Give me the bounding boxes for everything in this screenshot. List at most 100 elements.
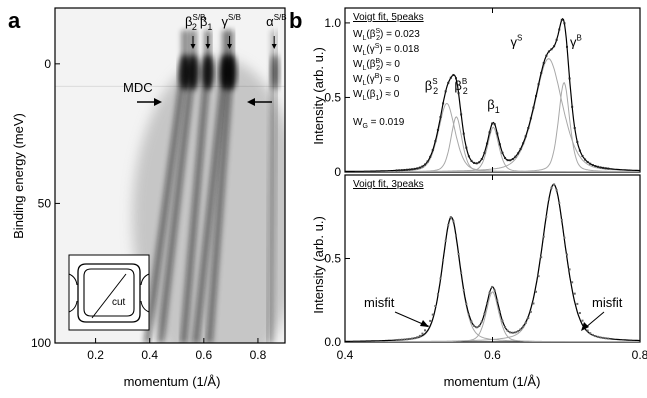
bottom-data-point <box>424 329 427 332</box>
top-data-point <box>529 117 532 120</box>
bottom-data-point <box>594 335 597 338</box>
bottom-data-point <box>509 331 512 334</box>
top-data-point <box>439 116 442 119</box>
top-data-point <box>416 167 419 170</box>
top-data-point <box>524 135 527 138</box>
bottom-data-point <box>496 299 499 302</box>
fit-param-1: WL(γS) = 0.018 <box>353 43 420 57</box>
top-data-point <box>509 159 512 162</box>
panel-a-xtick-label: 0.8 <box>250 348 267 362</box>
bottom-data-point <box>405 338 408 341</box>
bottom-data-point <box>522 325 525 328</box>
top-data-point <box>604 167 607 170</box>
band-arrowhead-3 <box>271 44 277 49</box>
top-data-point <box>454 77 457 80</box>
top-data-point <box>545 54 548 57</box>
inset-cut-line <box>91 273 127 319</box>
svg-text:misfit: misfit <box>364 295 395 310</box>
top-data-point <box>532 106 535 109</box>
bottom-data-point <box>478 324 481 327</box>
top-data-point <box>467 155 470 158</box>
top-data-point <box>537 83 540 86</box>
bottom-data-point <box>537 275 540 278</box>
top-data-point <box>452 73 455 76</box>
bottom-data-point <box>553 183 556 186</box>
heatmap-band-peak-4 <box>224 54 237 91</box>
bottom-data-point <box>491 285 494 288</box>
top-data-point <box>470 159 473 162</box>
bottom-data-point <box>524 321 527 324</box>
top-data-point <box>400 169 403 172</box>
panel-a-ytick-label: 100 <box>31 336 51 350</box>
top-data-point <box>418 166 421 169</box>
bottom-data-point <box>452 220 455 223</box>
bottom-xtick-label: 0.4 <box>337 348 354 362</box>
bottom-data-point <box>449 216 452 219</box>
top-data-point <box>460 113 463 116</box>
bottom-data-point <box>493 289 496 292</box>
bottom-data-point <box>395 339 398 342</box>
panel-label-b: b <box>289 8 302 33</box>
panel-b-top-title: Voigt fit, 5peaks <box>353 12 424 23</box>
panel-b-bottom-title: Voigt fit, 3peaks <box>353 179 424 190</box>
bottom-data-point <box>429 319 432 322</box>
bottom-data-point <box>454 234 457 237</box>
top-data-point <box>581 154 584 157</box>
top-data-point <box>483 151 486 154</box>
top-data-point <box>527 126 530 129</box>
bottom-data-point <box>560 218 563 221</box>
top-data-point <box>462 132 465 135</box>
top-data-point <box>547 50 550 53</box>
fit-param-wg: WG = 0.019 <box>353 117 405 130</box>
top-data-point <box>591 164 594 167</box>
top-data-point <box>447 81 450 84</box>
bottom-data-point <box>418 334 421 337</box>
top-data-point <box>573 126 576 129</box>
peak-label-3: γS <box>511 34 523 50</box>
band-label-2: γS/B <box>222 13 241 29</box>
panel-a-ytick-label: 50 <box>38 196 52 210</box>
panel-b-top-frame <box>344 7 641 173</box>
bottom-data-point <box>421 332 424 335</box>
heatmap-band-peak-6 <box>273 54 280 91</box>
panel-a-frame <box>54 7 286 344</box>
top-data-point <box>576 140 579 143</box>
band-arrowhead-0 <box>190 44 196 49</box>
bottom-ytick-label: 0.5 <box>324 252 341 266</box>
bottom-data-point <box>470 320 473 323</box>
band-label-3: αS/B <box>266 13 286 29</box>
bottom-data-point <box>413 337 416 340</box>
top-data-point <box>408 168 411 171</box>
misfit-annotation-left: misfit <box>364 295 429 327</box>
top-data-point <box>584 158 587 161</box>
bottom-data-point <box>408 337 411 340</box>
bottom-data-point <box>431 313 434 316</box>
band-label-0: βS/B 2 <box>185 13 205 32</box>
panel-b-top-ylabel: Intensity (arb. u.) <box>311 47 326 145</box>
top-data-point <box>444 90 447 93</box>
bottom-data-point <box>501 319 504 322</box>
top-data-point <box>586 160 589 163</box>
bottom-data-point <box>545 215 548 218</box>
bottom-data-point <box>558 202 561 205</box>
panel-a-xtick-label: 0.4 <box>141 348 158 362</box>
top-data-point <box>514 155 517 158</box>
top-ytick-label: 1.0 <box>324 16 341 30</box>
top-data-point <box>519 147 522 150</box>
top-data-point <box>563 22 566 25</box>
panel-a-xtick-label: 0.6 <box>195 348 212 362</box>
bottom-data-point <box>578 312 581 315</box>
top-data-point <box>426 160 429 163</box>
mdc-arrow-left <box>137 98 162 106</box>
bottom-xtick-label: 0.6 <box>484 348 501 362</box>
bottom-data-point <box>565 253 568 256</box>
top-data-point <box>599 166 602 169</box>
bottom-data-point <box>529 310 532 313</box>
bottom-data-point <box>596 335 599 338</box>
top-data-point <box>596 165 599 168</box>
panel-a-ylabel: Binding energy (meV) <box>11 113 26 239</box>
top-data-point <box>535 95 538 98</box>
bottom-data-point <box>555 189 558 192</box>
top-data-point <box>398 169 401 172</box>
fit-param-4: WL(β1) ≈ 0 <box>353 89 400 102</box>
